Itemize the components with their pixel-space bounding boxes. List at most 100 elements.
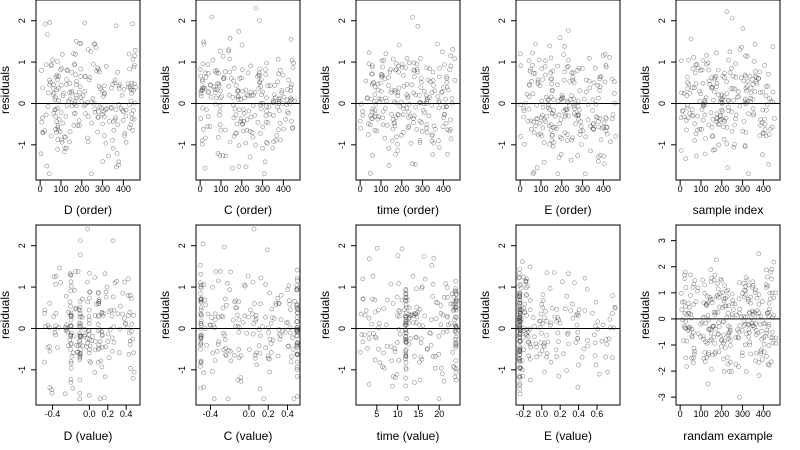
data-point <box>537 324 543 330</box>
data-point <box>294 374 300 379</box>
data-point <box>258 301 263 307</box>
x-tick-label: 0.2 <box>554 409 567 419</box>
data-point <box>116 83 122 89</box>
data-point <box>745 299 751 304</box>
data-point <box>518 365 524 371</box>
data-point <box>58 82 64 88</box>
data-point <box>762 63 767 68</box>
data-point <box>770 44 776 49</box>
data-point <box>102 374 108 380</box>
data-point <box>240 128 246 134</box>
data-point <box>119 93 125 98</box>
data-point <box>767 296 773 302</box>
y-tick-label: -1 <box>657 141 667 149</box>
data-point <box>595 319 601 325</box>
y-tick-label: 2 <box>177 243 187 248</box>
data-point <box>295 340 300 345</box>
data-point <box>129 296 134 302</box>
data-point <box>42 359 47 365</box>
data-point <box>448 321 453 326</box>
data-point <box>397 309 403 314</box>
data-point <box>68 304 73 309</box>
data-point <box>720 290 725 295</box>
data-point <box>695 127 700 133</box>
data-point <box>596 119 601 124</box>
data-point <box>561 52 566 57</box>
data-point <box>394 371 400 377</box>
data-point <box>386 146 392 151</box>
data-point <box>260 324 265 329</box>
data-point <box>536 57 542 63</box>
data-point <box>688 293 693 298</box>
data-point <box>257 130 263 136</box>
data-point <box>428 317 434 323</box>
data-point <box>430 294 435 299</box>
data-point <box>367 331 373 336</box>
data-point <box>202 85 207 91</box>
data-point <box>444 80 450 85</box>
data-point <box>294 367 300 372</box>
data-point <box>704 294 710 299</box>
data-point <box>453 366 459 371</box>
data-point <box>543 309 548 314</box>
data-point <box>283 320 289 326</box>
data-point <box>215 341 221 347</box>
data-point <box>384 297 390 303</box>
data-point <box>541 117 547 122</box>
data-point <box>223 296 228 302</box>
data-point <box>603 128 609 134</box>
data-point <box>380 115 386 121</box>
data-point <box>226 48 231 54</box>
data-point <box>403 319 409 324</box>
data-point <box>396 63 402 69</box>
data-point <box>265 141 270 146</box>
data-point <box>409 82 414 88</box>
data-point <box>421 108 426 113</box>
data-point <box>517 357 522 363</box>
data-point <box>129 87 135 93</box>
y-tick-label: -3 <box>657 393 667 401</box>
data-point <box>544 354 549 360</box>
y-axis-label: residuals <box>158 66 172 114</box>
data-point <box>613 134 619 139</box>
data-point <box>379 72 385 78</box>
data-point <box>390 374 396 380</box>
data-point <box>729 291 735 297</box>
data-point <box>592 340 598 346</box>
data-point <box>126 51 132 57</box>
data-point <box>733 75 739 80</box>
data-point <box>380 64 385 70</box>
data-point <box>213 101 218 107</box>
data-point <box>396 307 402 313</box>
data-point <box>764 274 770 280</box>
data-point <box>227 69 232 75</box>
data-point <box>748 90 754 96</box>
data-point <box>200 141 205 147</box>
data-point <box>609 116 615 122</box>
data-point <box>764 330 770 336</box>
data-point <box>213 317 218 323</box>
data-point <box>603 354 608 360</box>
data-point <box>585 102 591 107</box>
data-point <box>270 100 276 106</box>
data-point <box>765 311 770 316</box>
data-point <box>68 380 74 385</box>
y-tick-label: 1 <box>177 285 187 290</box>
data-point <box>111 339 117 345</box>
x-tick-label: 100 <box>533 184 548 194</box>
data-point <box>129 116 135 121</box>
data-point <box>96 290 101 296</box>
data-point <box>521 274 526 280</box>
data-point <box>219 94 224 99</box>
data-point <box>360 109 366 114</box>
data-point <box>77 40 82 46</box>
data-point <box>233 131 238 136</box>
data-point <box>380 122 386 128</box>
y-tick-label: 0 <box>337 101 347 106</box>
data-point <box>108 308 114 313</box>
data-point <box>360 276 366 282</box>
data-point <box>201 41 207 47</box>
data-point <box>81 103 87 108</box>
data-point <box>695 331 701 336</box>
data-point <box>708 267 714 272</box>
